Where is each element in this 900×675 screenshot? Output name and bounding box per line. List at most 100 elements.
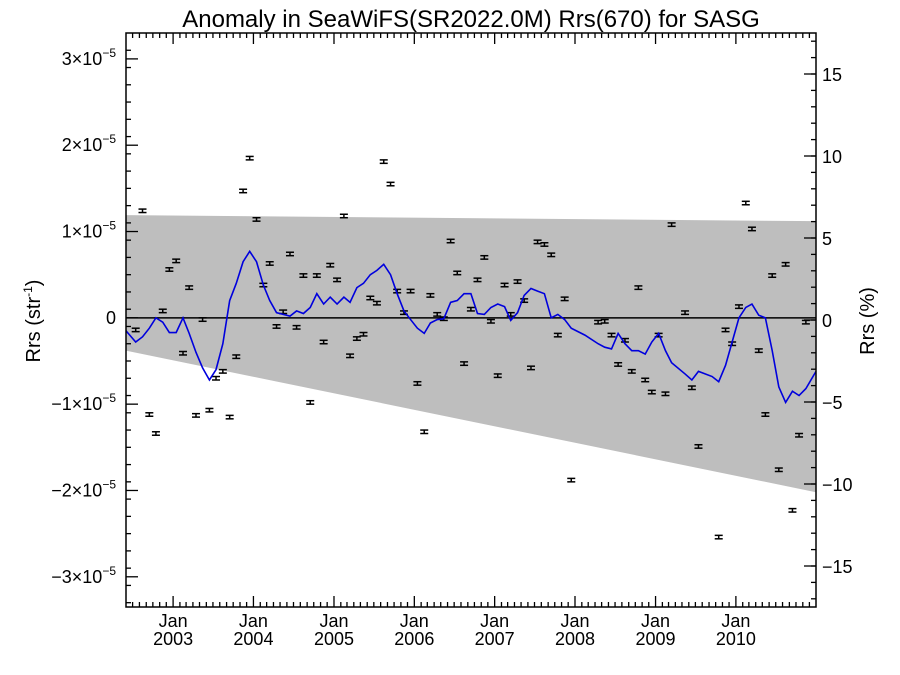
x-tick-label-year: 2009 bbox=[636, 629, 676, 649]
y-left-tick-exponent: −5 bbox=[102, 477, 116, 491]
data-point bbox=[453, 270, 462, 276]
data-point bbox=[319, 339, 328, 345]
data-point bbox=[714, 534, 723, 540]
y-left-tick-mantissa: −2×10 bbox=[51, 480, 102, 500]
x-tick-label-month: Jan bbox=[159, 611, 188, 631]
data-point bbox=[473, 277, 482, 283]
data-point bbox=[486, 318, 495, 324]
y-left-tick-mantissa: 3×10 bbox=[62, 49, 103, 69]
data-point bbox=[339, 213, 348, 219]
data-point bbox=[634, 285, 643, 291]
x-tick-label-month: Jan bbox=[641, 611, 670, 631]
data-point bbox=[265, 260, 274, 266]
data-point bbox=[333, 277, 342, 283]
x-tick-label-year: 2004 bbox=[233, 629, 273, 649]
x-tick-label-month: Jan bbox=[239, 611, 268, 631]
data-point bbox=[681, 310, 690, 316]
data-point bbox=[446, 238, 455, 244]
data-point bbox=[466, 306, 475, 312]
data-point bbox=[306, 399, 315, 405]
data-point bbox=[533, 239, 542, 245]
data-point bbox=[661, 391, 670, 397]
data-point bbox=[366, 295, 375, 301]
data-point bbox=[252, 216, 261, 222]
x-tick-label-month: Jan bbox=[560, 611, 589, 631]
data-point bbox=[480, 254, 489, 260]
y-left-tick-exponent: −5 bbox=[102, 564, 116, 578]
data-point bbox=[245, 155, 254, 161]
data-point bbox=[795, 432, 804, 438]
data-point bbox=[359, 331, 368, 337]
x-tick-label-year: 2006 bbox=[394, 629, 434, 649]
data-point bbox=[326, 262, 335, 268]
data-point bbox=[158, 308, 167, 314]
y-left-tick-mantissa: 2×10 bbox=[62, 135, 103, 155]
y-right-tick-label: −15 bbox=[822, 557, 853, 577]
data-point bbox=[151, 431, 160, 436]
data-point bbox=[647, 389, 656, 395]
data-point bbox=[768, 273, 777, 279]
data-point bbox=[239, 188, 248, 194]
data-point bbox=[299, 273, 308, 279]
y-tick-labels-right: 15 10 5 0 −5 −10 −15 bbox=[822, 65, 853, 577]
data-point bbox=[754, 348, 763, 354]
data-point bbox=[513, 279, 522, 285]
y-left-tick-exponent: −5 bbox=[102, 219, 116, 233]
data-point bbox=[500, 282, 509, 288]
data-point bbox=[131, 327, 140, 333]
chart-title: Anomaly in SeaWiFS(SR2022.0M) Rrs(670) f… bbox=[182, 6, 760, 33]
y-left-tick-mantissa: 1×10 bbox=[62, 222, 103, 242]
data-point bbox=[781, 261, 790, 267]
data-point bbox=[560, 296, 569, 302]
y-left-tick-mantissa: −1×10 bbox=[51, 394, 102, 414]
data-point bbox=[433, 311, 442, 317]
data-point bbox=[272, 323, 281, 329]
y-left-tick-exponent: −5 bbox=[102, 132, 116, 146]
confidence-band bbox=[126, 215, 816, 493]
data-point bbox=[553, 332, 562, 338]
axis-ticks bbox=[126, 33, 816, 607]
data-point bbox=[641, 377, 650, 383]
y-left-tick-label: −1×10−5 bbox=[51, 391, 116, 414]
y-left-tick-label: 2×10−5 bbox=[62, 132, 117, 155]
data-point bbox=[185, 285, 194, 291]
data-point bbox=[212, 375, 221, 381]
data-point bbox=[218, 368, 227, 374]
x-tick-label-month: Jan bbox=[480, 611, 509, 631]
y-left-tick-label: 1×10−5 bbox=[62, 219, 117, 242]
data-point bbox=[600, 318, 609, 324]
y-left-tick-label: −2×10−5 bbox=[51, 477, 116, 500]
x-tick-label-month: Jan bbox=[400, 611, 429, 631]
x-tick-labels: Jan2003Jan2004Jan2005Jan2006Jan2007Jan20… bbox=[153, 611, 756, 649]
y-axis-label-right: Rrs (%) bbox=[857, 287, 879, 355]
y-left-tick-label: 0 bbox=[106, 308, 116, 328]
data-point bbox=[667, 222, 676, 228]
y-left-tick-label: −3×10−5 bbox=[51, 564, 116, 587]
y-right-tick-label: −10 bbox=[822, 475, 853, 495]
x-tick-label-year: 2008 bbox=[555, 629, 595, 649]
data-point bbox=[774, 467, 783, 473]
data-point bbox=[607, 332, 616, 338]
data-point bbox=[312, 273, 321, 279]
data-point bbox=[594, 319, 603, 325]
data-point bbox=[540, 241, 549, 247]
x-tick-label-year: 2005 bbox=[314, 629, 354, 649]
data-point bbox=[420, 429, 429, 435]
data-point bbox=[285, 251, 294, 257]
data-point bbox=[741, 200, 750, 206]
data-point bbox=[372, 300, 381, 306]
data-point bbox=[191, 412, 200, 418]
y-axis-label-left: Rrs (str-1) bbox=[21, 280, 45, 363]
data-point bbox=[627, 368, 636, 374]
x-tick-label-month: Jan bbox=[721, 611, 750, 631]
y-right-tick-label: 5 bbox=[822, 229, 832, 249]
data-point bbox=[547, 252, 556, 258]
data-point bbox=[567, 477, 576, 483]
data-point bbox=[721, 327, 730, 333]
y-left-tick-exponent: −5 bbox=[102, 46, 116, 60]
y-left-tick-mantissa: 0 bbox=[106, 308, 116, 328]
data-point bbox=[205, 407, 214, 413]
x-tick-label-year: 2007 bbox=[475, 629, 515, 649]
data-point bbox=[761, 412, 770, 417]
y-right-tick-label: −5 bbox=[822, 393, 843, 413]
